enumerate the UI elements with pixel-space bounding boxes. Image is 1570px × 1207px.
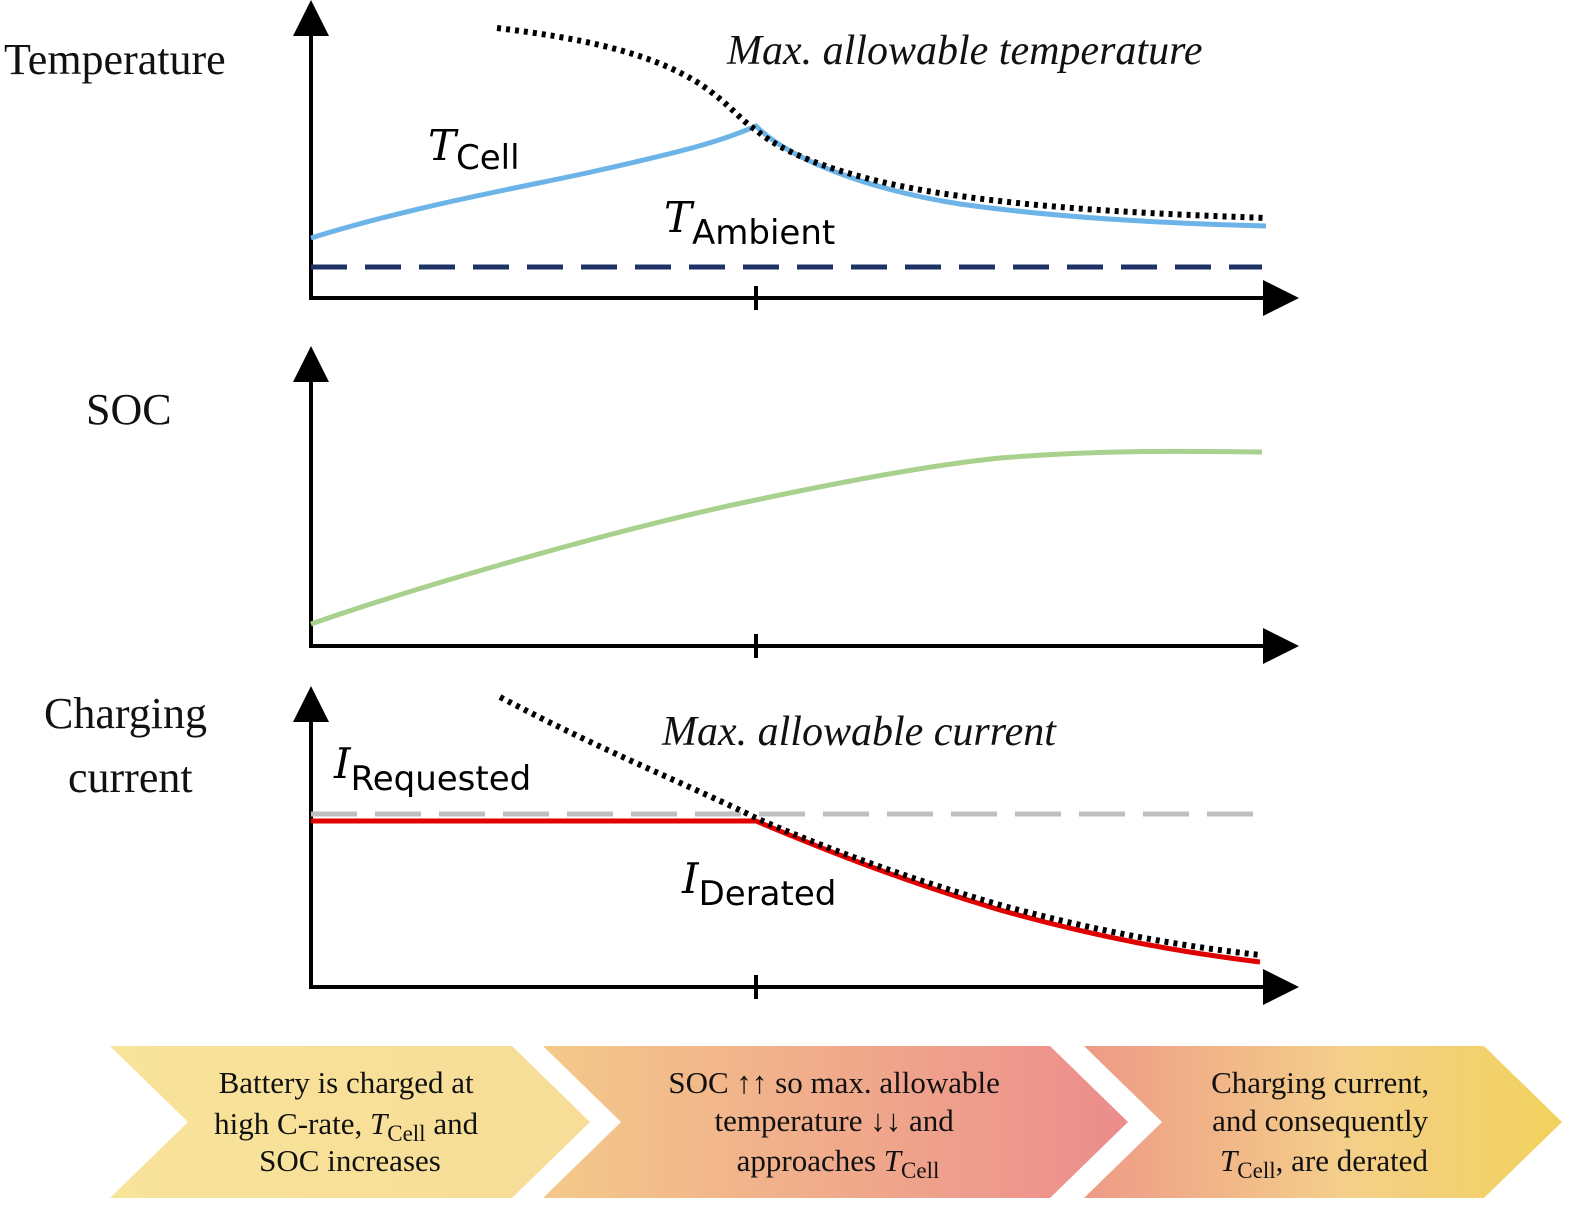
requested-current-label: IRequested: [333, 739, 531, 799]
cell-temperature-curve: [310, 123, 1267, 241]
derated-current-label: IDerated: [681, 854, 836, 914]
ambient-temperature-label: TAmbient: [664, 193, 835, 253]
stage-1-chevron: [110, 1046, 590, 1198]
stage-chevrons: Battery is charged at high C-rate, TCell…: [110, 1046, 1562, 1198]
stage-3-chevron: [1084, 1046, 1562, 1198]
temperature-panel: Temperature Max. allowable temperature T…: [4, 0, 1299, 316]
cell-temperature-label: TCell: [428, 121, 520, 178]
soc-curve: [310, 448, 1263, 627]
max-allowable-temperature-label: Max. allowable temperature: [726, 28, 1203, 74]
stage-2-chevron: [543, 1046, 1128, 1198]
stage-1-text: Battery is charged at high C-rate, TCell…: [214, 1065, 486, 1178]
current-axis-label-line1: Charging: [44, 689, 207, 738]
max-allowable-temperature-curve: [496, 25, 1267, 221]
stage-3-text: Charging current, and consequently TCell…: [1211, 1065, 1437, 1183]
soc-panel: SOC: [86, 346, 1299, 664]
max-allowable-current-label: Max. allowable current: [661, 709, 1057, 755]
temperature-axis-label: Temperature: [4, 35, 226, 84]
soc-axis-label: SOC: [86, 385, 172, 434]
current-axis-label-line2: current: [68, 753, 193, 802]
current-panel: Charging current Max. allowable current …: [44, 686, 1299, 1005]
stage-2-text: SOC ↑↑ so max. allowable temperature ↓↓ …: [668, 1065, 1007, 1183]
